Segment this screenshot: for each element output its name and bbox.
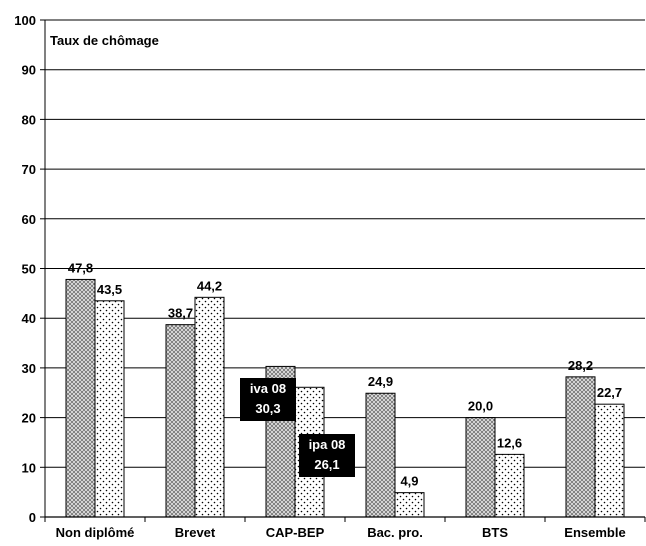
bar-ipa xyxy=(94,300,125,518)
bar-ipa xyxy=(394,492,425,518)
bar-ipa xyxy=(494,453,525,518)
bar-iva xyxy=(465,417,496,518)
legend-iva-name: iva 08 xyxy=(250,381,286,396)
x-category-label: Brevet xyxy=(175,525,216,540)
value-label: 38,7 xyxy=(168,306,193,321)
bar-ipa xyxy=(594,403,625,518)
y-tick-label: 50 xyxy=(22,262,36,277)
legend-ipa-value: 26,1 xyxy=(314,457,339,472)
legend-ipa-name: ipa 08 xyxy=(309,437,346,452)
bar-iva xyxy=(365,392,396,518)
legend-box-ipa-bg xyxy=(299,434,355,477)
x-axis-categories: Non diplômé Brevet CAP-BEP Bac. pro. BTS Ense… xyxy=(56,525,626,540)
y-tick-label: 40 xyxy=(22,311,36,326)
x-category-label: Ensemble xyxy=(564,525,625,540)
y-tick-label: 10 xyxy=(22,460,36,475)
x-category-label: Non diplômé xyxy=(56,525,135,540)
axes xyxy=(44,20,646,522)
y-tick-label: 100 xyxy=(14,13,36,28)
legend-iva-value: 30,3 xyxy=(255,401,280,416)
value-label: 12,6 xyxy=(497,435,522,450)
x-category-label: Bac. pro. xyxy=(367,525,423,540)
y-tick-label: 70 xyxy=(22,162,36,177)
x-category-label: BTS xyxy=(482,525,508,540)
chart-title: Taux de chômage xyxy=(50,33,159,48)
legend-box-iva: iva 08 30,3 xyxy=(240,378,296,421)
value-label: 22,7 xyxy=(597,385,622,400)
value-label: 4,9 xyxy=(400,474,418,489)
x-category-label: CAP-BEP xyxy=(266,525,325,540)
value-labels: 47,8 43,5 38,7 44,2 24,9 4,9 20,0 12,6 28,2 22,7 xyxy=(68,260,622,488)
value-label: 44,2 xyxy=(197,278,222,293)
bar-iva xyxy=(165,324,196,518)
legend-box-ipa: ipa 08 26,1 xyxy=(299,434,355,477)
bar-iva xyxy=(565,376,596,518)
y-tick-label: 60 xyxy=(22,212,36,227)
value-label: 24,9 xyxy=(368,374,393,389)
value-label: 47,8 xyxy=(68,260,93,275)
bar-iva xyxy=(65,278,96,518)
legend-box-iva-bg xyxy=(240,378,296,421)
value-label: 28,2 xyxy=(568,358,593,373)
bar-ipa xyxy=(194,296,225,518)
y-tick-label: 0 xyxy=(29,510,36,525)
y-tick-label: 20 xyxy=(22,411,36,426)
value-label: 20,0 xyxy=(468,399,493,414)
y-axis-ticks: 0 10 20 30 40 50 60 70 80 90 100 xyxy=(14,13,45,525)
bars xyxy=(65,278,625,518)
y-tick-label: 80 xyxy=(22,112,36,127)
gridlines xyxy=(45,19,645,468)
y-tick-label: 90 xyxy=(22,63,36,78)
y-tick-label: 30 xyxy=(22,361,36,376)
value-label: 43,5 xyxy=(97,282,122,297)
